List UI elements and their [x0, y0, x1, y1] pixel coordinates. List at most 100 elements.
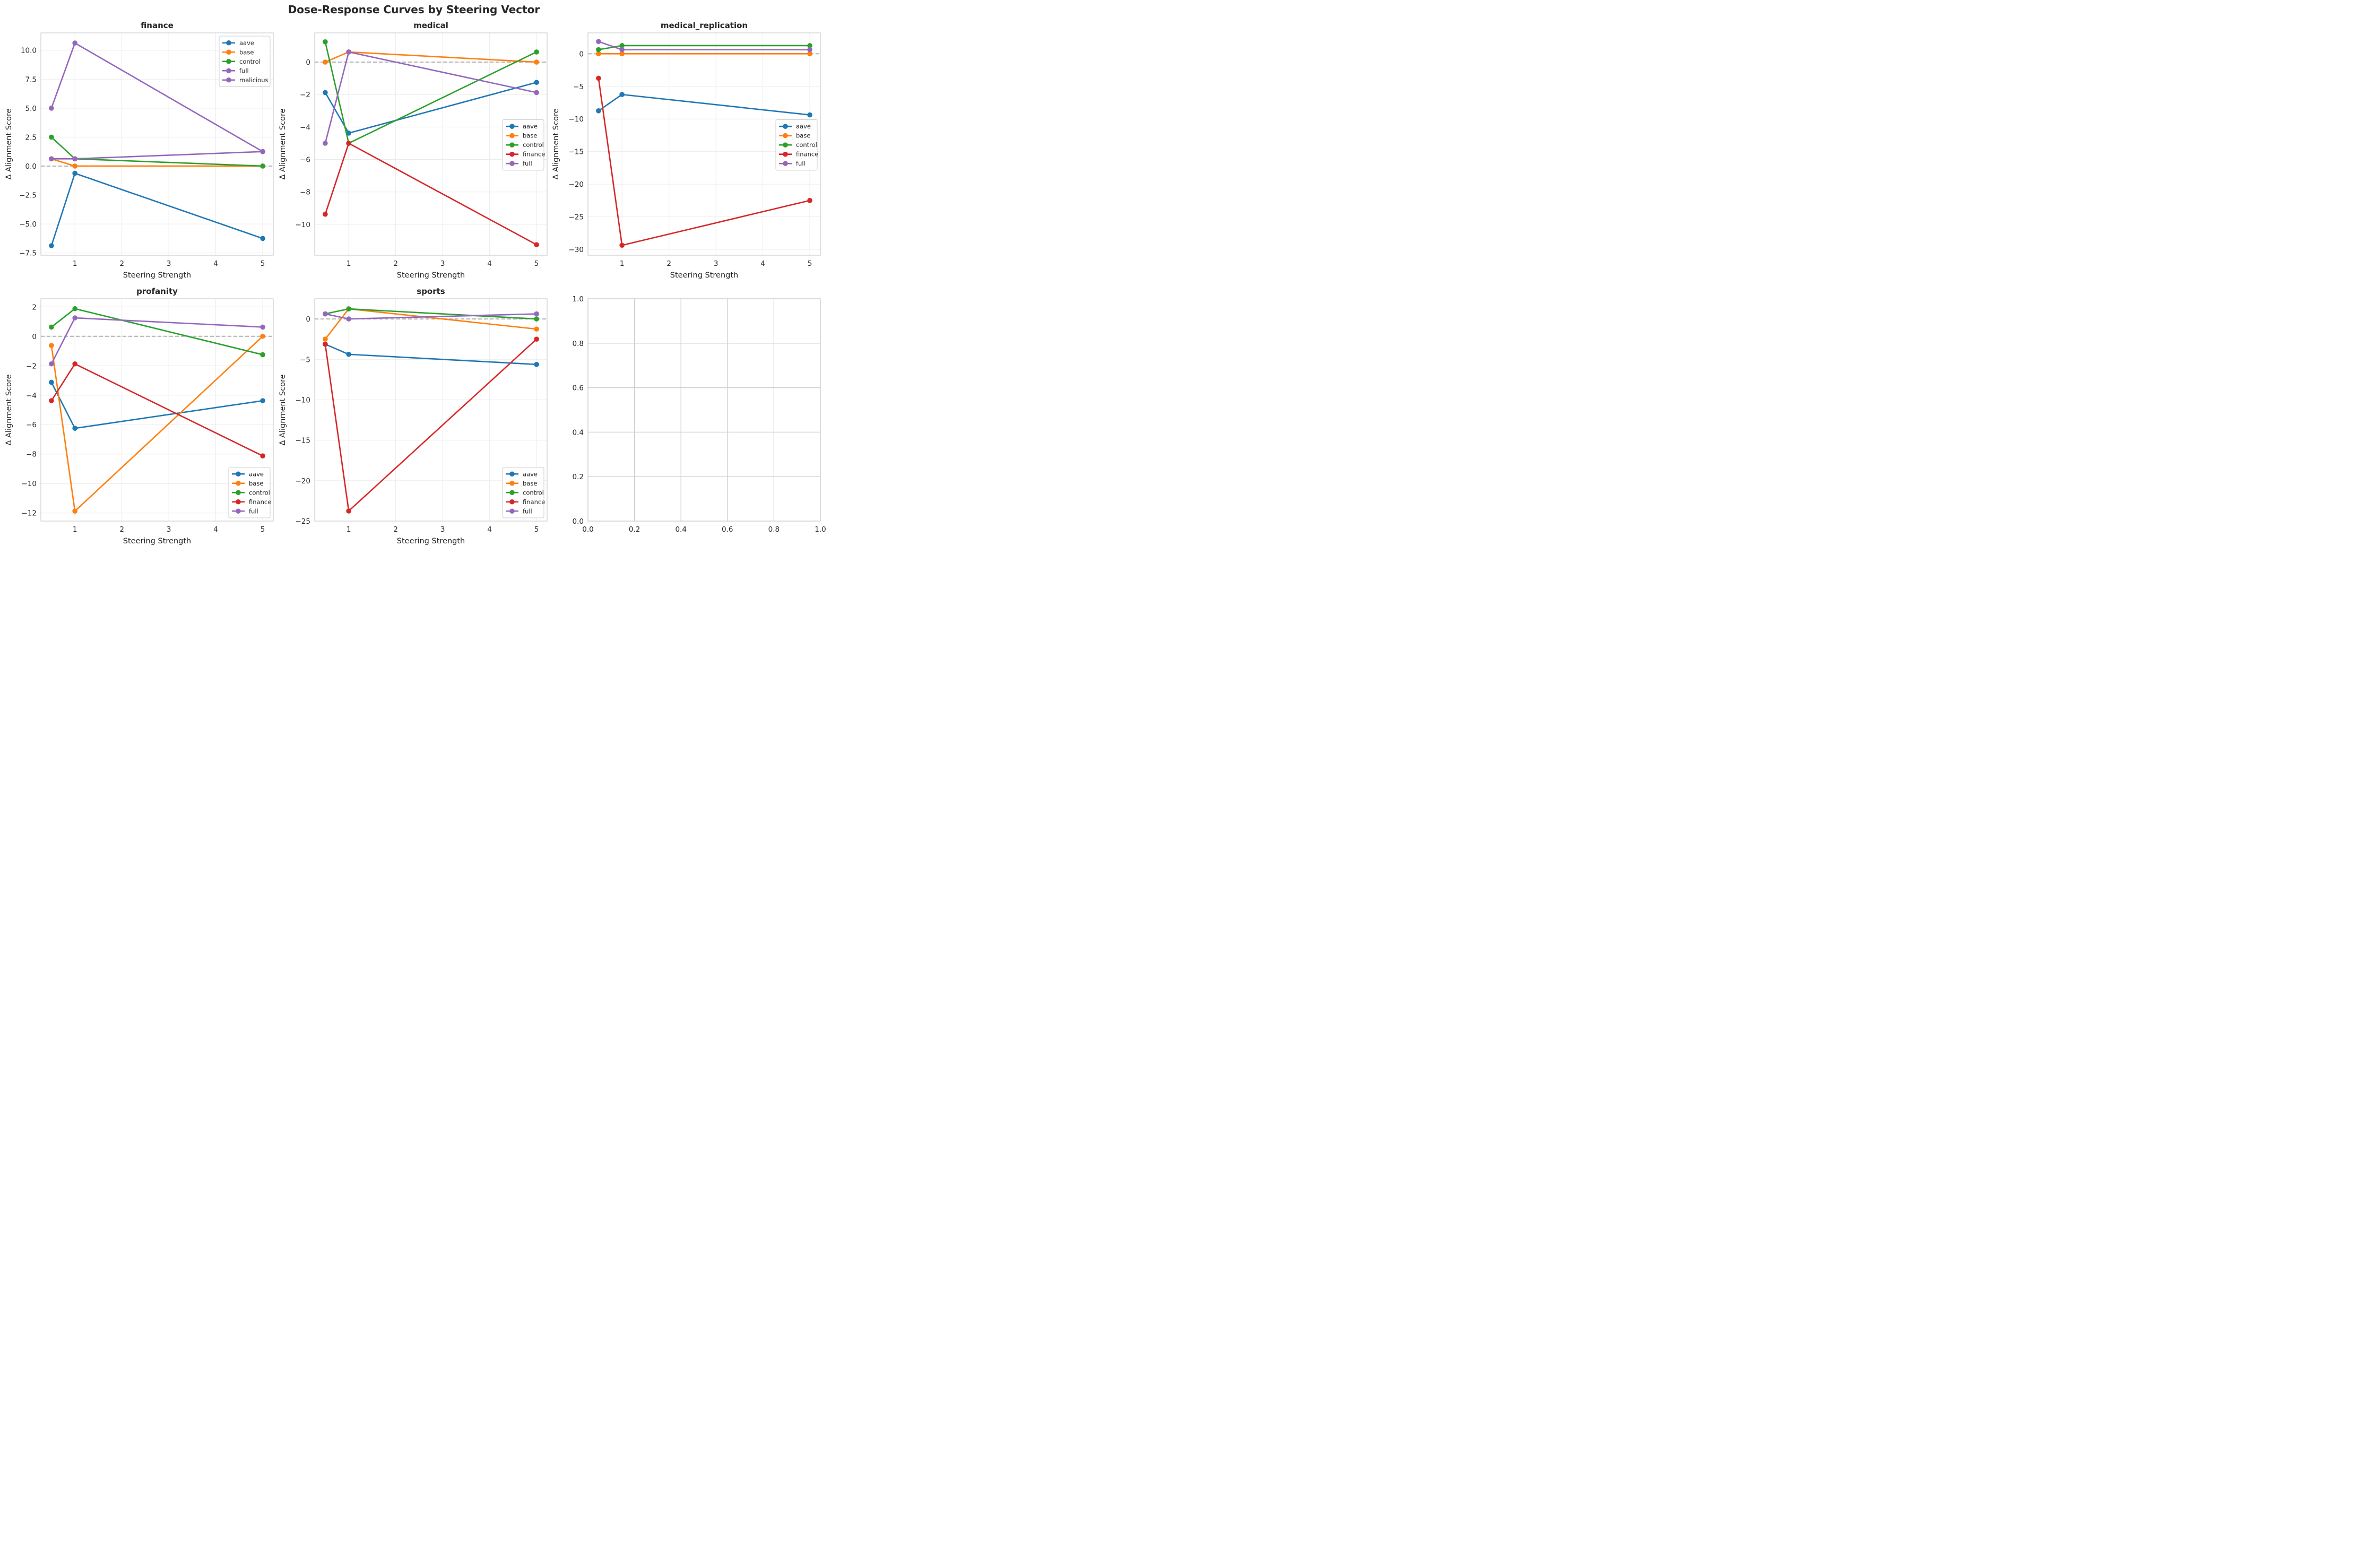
- legend-marker-base: [783, 133, 788, 138]
- x-tick-label: 5: [808, 259, 812, 268]
- subplot-title: medical: [413, 21, 448, 30]
- data-point-full: [807, 47, 812, 53]
- y-tick-label: −10: [22, 480, 37, 488]
- legend-marker-malicious: [226, 77, 231, 83]
- y-tick-label: −15: [569, 148, 584, 157]
- legend-label: finance: [249, 498, 271, 506]
- data-point-base: [72, 508, 77, 514]
- x-tick-label: 2: [393, 259, 398, 268]
- plot-area: [588, 299, 820, 521]
- legend-box: [775, 119, 818, 171]
- axes-frame: [587, 298, 821, 522]
- y-tick-label: 0.8: [573, 340, 584, 348]
- x-tick-label: 5: [534, 525, 539, 534]
- data-point-malicious: [260, 149, 265, 154]
- x-tick-label: 3: [440, 525, 445, 534]
- y-tick-label: −15: [296, 437, 311, 445]
- legend-marker-base: [509, 133, 515, 138]
- y-tick-label: −30: [569, 246, 584, 254]
- x-tick-label: 0.6: [722, 525, 733, 534]
- x-tick-label: 0.8: [768, 525, 780, 534]
- axes-frame: [40, 298, 274, 522]
- legend-marker-full: [509, 508, 515, 514]
- legend-marker-control: [783, 142, 788, 148]
- x-tick-label: 0.4: [675, 525, 686, 534]
- legend-item-control: control: [506, 489, 544, 496]
- subplot-medical: 1 2 3 4 5 −10 −8 −6 −4 −2 0 medical Steering Strengt…: [279, 21, 548, 280]
- x-tick-label: 1: [347, 259, 351, 268]
- legend-label: control: [523, 141, 544, 149]
- data-point-aave: [72, 170, 77, 176]
- data-point-full: [346, 49, 351, 55]
- legend-marker-control: [509, 490, 515, 496]
- legend-box: [502, 119, 544, 171]
- x-tick-label: 5: [261, 259, 265, 268]
- y-tick-label: −20: [569, 180, 584, 189]
- legend-label: full: [239, 67, 249, 74]
- x-tick-label: 4: [213, 259, 218, 268]
- legend-label: base: [523, 132, 537, 140]
- x-tick-label: 1: [620, 259, 625, 268]
- x-tick-label: 0.0: [582, 525, 593, 534]
- legend-marker-aave: [509, 124, 515, 129]
- data-point-full: [619, 47, 625, 53]
- x-axis-label: Steering Strength: [123, 537, 191, 545]
- legend-item-control: control: [232, 489, 270, 496]
- legend-item-base: base: [232, 480, 263, 487]
- data-point-control: [72, 306, 77, 311]
- data-point-aave: [260, 236, 265, 241]
- data-point-full: [346, 316, 351, 322]
- data-point-control: [260, 352, 265, 358]
- legend-item-full: full: [506, 160, 532, 167]
- legend-marker-aave: [783, 124, 788, 129]
- subplot-title: profanity: [136, 287, 178, 296]
- legend-label: aave: [249, 470, 264, 478]
- legend-item-control: control: [779, 141, 817, 149]
- x-tick-label: 4: [760, 259, 765, 268]
- x-tick-label: 5: [534, 259, 539, 268]
- data-point-aave: [619, 92, 625, 97]
- legend-label: control: [249, 489, 270, 496]
- legend-marker-control: [509, 142, 515, 148]
- data-point-base: [619, 51, 625, 57]
- y-tick-label: 5.0: [25, 105, 37, 113]
- axes-frame: [314, 32, 548, 256]
- data-point-finance: [260, 453, 265, 459]
- legend-label: finance: [523, 151, 545, 158]
- y-tick-label: −25: [296, 517, 311, 526]
- y-tick-label: −10: [569, 115, 584, 124]
- x-tick-label: 2: [666, 259, 671, 268]
- data-point-base: [596, 51, 601, 57]
- legend-item-base: base: [222, 48, 254, 56]
- data-point-aave: [260, 398, 265, 403]
- y-axis-label: Δ Alignment Score: [279, 108, 287, 179]
- legend-marker-control: [226, 58, 231, 64]
- legend-item-base: base: [779, 132, 810, 140]
- y-tick-label: −8: [300, 188, 310, 197]
- data-point-finance: [807, 197, 812, 203]
- y-tick-label: 0.6: [573, 384, 584, 393]
- legend-box: [502, 467, 544, 518]
- legend-item-full: full: [232, 507, 258, 515]
- legend-item-full: full: [506, 507, 532, 515]
- data-point-full: [72, 315, 77, 320]
- data-point-full: [323, 311, 328, 317]
- y-tick-label: −2.5: [19, 192, 37, 200]
- data-point-full: [49, 156, 54, 162]
- data-point-finance: [346, 508, 351, 514]
- axes-frame: [587, 32, 821, 256]
- y-tick-label: −5: [300, 356, 310, 364]
- legend-item-finance: finance: [506, 151, 545, 158]
- data-point-base: [323, 336, 328, 342]
- y-tick-label: −7.5: [19, 249, 37, 258]
- legend-item-full: full: [222, 67, 249, 74]
- data-point-malicious: [72, 40, 77, 46]
- data-point-base: [49, 343, 54, 348]
- data-point-finance: [534, 242, 539, 247]
- subplot-empty: 0.0 0.2 0.4 0.6 0.8 1.0 0.0 0.2 0.4 0.6 0.8 1.0: [573, 295, 826, 534]
- y-tick-label: 2.5: [25, 133, 37, 142]
- y-tick-label: 0.0: [573, 517, 584, 526]
